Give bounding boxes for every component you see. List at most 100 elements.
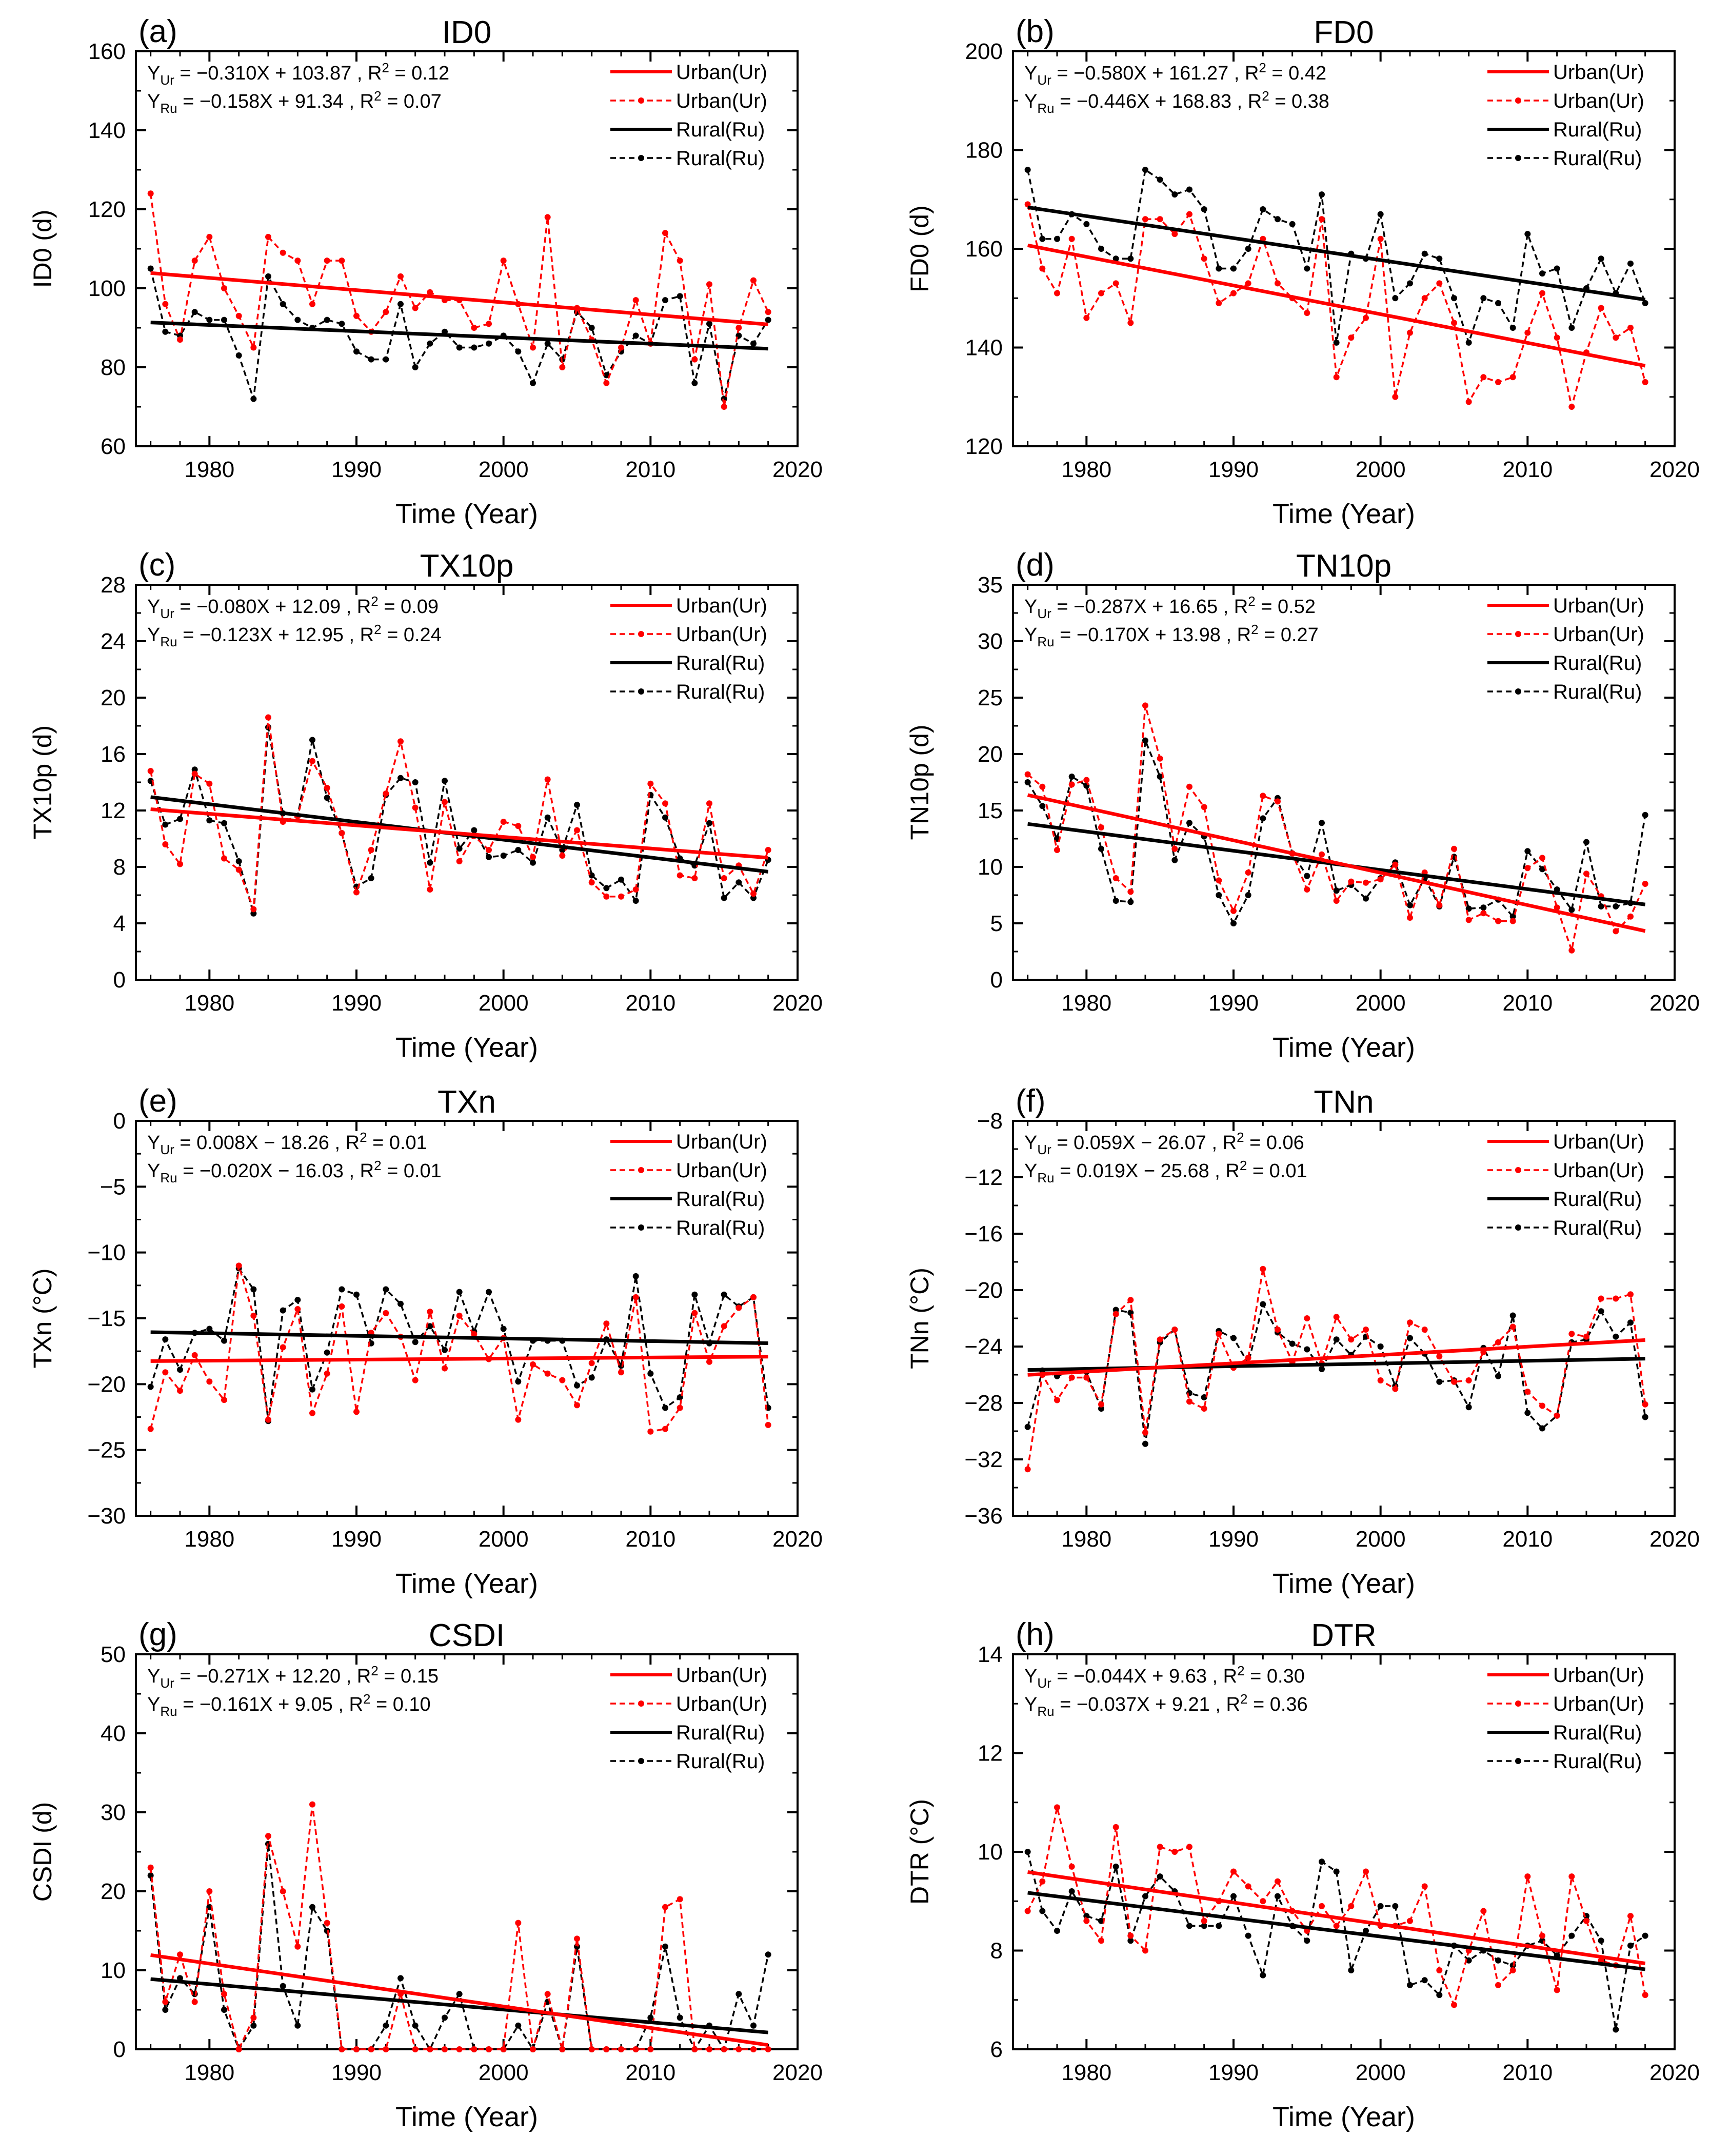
urban-data-point bbox=[235, 2046, 242, 2052]
urban-data-point bbox=[1083, 777, 1090, 783]
legend-label: Rural(Ru) bbox=[676, 118, 765, 141]
y-tick-label: 10 bbox=[978, 1839, 1003, 1865]
urban-data-point bbox=[442, 799, 448, 805]
rural-data-point bbox=[1568, 1932, 1575, 1939]
rural-data-point bbox=[1480, 904, 1487, 911]
urban-data-point bbox=[603, 893, 610, 900]
x-tick-label: 1980 bbox=[184, 457, 234, 482]
urban-series-line bbox=[1027, 1807, 1646, 2008]
panel-label: (c) bbox=[138, 547, 175, 583]
urban-data-point bbox=[1627, 913, 1634, 920]
equation-rural: YRu = −0.158X + 91.34 , R2 = 0.07 bbox=[147, 88, 442, 116]
urban-data-point bbox=[618, 893, 624, 900]
urban-data-point bbox=[1363, 879, 1369, 886]
rural-data-point bbox=[1627, 1319, 1634, 1326]
rural-data-point bbox=[1142, 1893, 1148, 1900]
x-tick-label: 1990 bbox=[1208, 991, 1259, 1016]
rural-data-point bbox=[677, 293, 683, 300]
panel-id0: (a) ID0 60 80 100 120 140 160 1980 1990 2000 2010 20… bbox=[28, 14, 823, 529]
y-tick-label: 10 bbox=[101, 1958, 126, 1983]
urban-data-point bbox=[1627, 325, 1634, 331]
y-tick-label: −15 bbox=[87, 1306, 126, 1331]
rural-data-point bbox=[1142, 167, 1148, 173]
rural-data-point bbox=[1539, 270, 1545, 277]
urban-data-point bbox=[353, 2046, 360, 2052]
y-tick-label: 14 bbox=[978, 1642, 1003, 1667]
y-tick-label: −20 bbox=[964, 1278, 1003, 1303]
urban-data-point bbox=[647, 780, 654, 787]
urban-data-point bbox=[1568, 404, 1575, 410]
urban-data-point bbox=[1039, 1878, 1046, 1885]
rural-data-point bbox=[1230, 1335, 1237, 1341]
rural-data-point bbox=[1392, 1903, 1399, 1909]
urban-data-point bbox=[206, 1378, 213, 1385]
urban-data-point bbox=[280, 1344, 286, 1351]
legend-label: Rural(Ru) bbox=[1553, 1188, 1642, 1211]
rural-data-point bbox=[1377, 211, 1384, 217]
rural-data-point bbox=[1407, 1982, 1413, 1988]
urban-data-point bbox=[1260, 793, 1266, 799]
rural-data-point bbox=[235, 858, 242, 864]
urban-data-point bbox=[1245, 1355, 1251, 1361]
rural-data-point bbox=[1112, 1863, 1119, 1870]
urban-data-point bbox=[1083, 314, 1090, 321]
urban-data-point bbox=[456, 858, 463, 864]
urban-series-line bbox=[149, 1804, 768, 2052]
rural-data-point bbox=[471, 344, 478, 351]
panel-label: (d) bbox=[1016, 547, 1055, 583]
urban-data-point bbox=[1186, 783, 1192, 790]
urban-data-point bbox=[1098, 1401, 1104, 1408]
rural-data-point bbox=[1039, 235, 1046, 242]
y-tick-label: 0 bbox=[990, 967, 1003, 993]
urban-data-point bbox=[1127, 1297, 1134, 1303]
rural-data-point bbox=[1465, 1957, 1472, 1964]
urban-data-point bbox=[162, 841, 169, 847]
rural-data-point bbox=[1363, 895, 1369, 902]
legend-marker bbox=[1515, 97, 1521, 104]
rural-data-point bbox=[1524, 231, 1531, 238]
urban-data-point bbox=[1465, 917, 1472, 923]
urban-data-point bbox=[1024, 771, 1031, 778]
urban-data-point bbox=[1524, 329, 1531, 336]
y-tick-label: 0 bbox=[113, 2037, 126, 2062]
rural-data-point bbox=[1171, 857, 1178, 863]
urban-data-point bbox=[412, 2046, 419, 2052]
x-tick-label: 2010 bbox=[625, 1527, 675, 1552]
urban-data-point bbox=[1436, 902, 1443, 908]
urban-data-point bbox=[1319, 216, 1325, 223]
urban-data-point bbox=[1377, 235, 1384, 242]
rural-data-point bbox=[353, 348, 360, 355]
urban-data-point bbox=[603, 1320, 610, 1327]
urban-data-point bbox=[618, 1369, 624, 1376]
urban-data-point bbox=[427, 289, 433, 295]
rural-data-point bbox=[1304, 873, 1310, 879]
urban-data-point bbox=[559, 853, 566, 859]
rural-data-point bbox=[1260, 1972, 1266, 1979]
urban-data-point bbox=[324, 1920, 330, 1926]
urban-data-point bbox=[353, 889, 360, 896]
rural-data-point bbox=[1407, 280, 1413, 287]
legend-label: Urban(Ur) bbox=[676, 623, 767, 646]
rural-data-point bbox=[574, 802, 580, 808]
rural-data-point bbox=[603, 885, 610, 892]
rural-data-point bbox=[750, 2022, 757, 2029]
legend-label: Rural(Ru) bbox=[1553, 681, 1642, 703]
rural-data-point bbox=[206, 817, 213, 824]
urban-data-point bbox=[750, 1294, 757, 1300]
urban-data-point bbox=[191, 770, 198, 777]
urban-data-point bbox=[1039, 783, 1046, 790]
rural-data-point bbox=[691, 380, 698, 386]
rural-data-point bbox=[1539, 866, 1545, 873]
urban-data-point bbox=[412, 1377, 419, 1383]
rural-data-point bbox=[309, 1386, 315, 1393]
urban-data-point bbox=[1480, 374, 1487, 381]
legend-marker bbox=[1515, 631, 1521, 637]
rural-data-point bbox=[221, 1337, 227, 1344]
y-tick-label: 60 bbox=[101, 434, 126, 459]
equation-rural: YRu = −0.161X + 9.05 , R2 = 0.10 bbox=[147, 1691, 431, 1719]
urban-data-point bbox=[339, 258, 345, 264]
rural-data-point bbox=[1157, 176, 1163, 183]
panel-label: (a) bbox=[138, 14, 177, 49]
rural-data-point bbox=[191, 309, 198, 315]
urban-data-point bbox=[1083, 1917, 1090, 1924]
